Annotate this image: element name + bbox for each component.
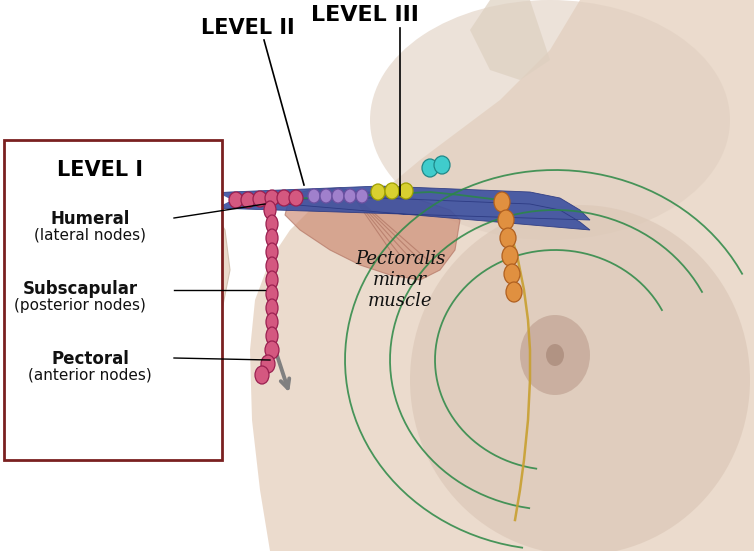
Ellipse shape xyxy=(422,159,438,177)
Ellipse shape xyxy=(410,205,750,551)
Text: Pectoral: Pectoral xyxy=(51,350,129,368)
Ellipse shape xyxy=(494,192,510,212)
Ellipse shape xyxy=(500,228,516,248)
Polygon shape xyxy=(470,0,550,80)
Ellipse shape xyxy=(265,190,279,206)
Ellipse shape xyxy=(264,201,276,219)
Ellipse shape xyxy=(546,344,564,366)
Ellipse shape xyxy=(266,257,278,275)
Ellipse shape xyxy=(520,315,590,395)
Text: (anterior nodes): (anterior nodes) xyxy=(28,368,152,383)
Polygon shape xyxy=(180,0,754,551)
Text: (posterior nodes): (posterior nodes) xyxy=(14,298,146,313)
Ellipse shape xyxy=(385,183,399,199)
Ellipse shape xyxy=(332,189,344,203)
Ellipse shape xyxy=(320,189,332,203)
Ellipse shape xyxy=(266,327,278,345)
Ellipse shape xyxy=(289,190,303,206)
Polygon shape xyxy=(130,200,230,380)
Ellipse shape xyxy=(229,192,243,208)
Text: Subscapular: Subscapular xyxy=(23,280,137,298)
Text: Humeral: Humeral xyxy=(51,210,130,228)
Ellipse shape xyxy=(434,156,450,174)
Ellipse shape xyxy=(266,229,278,247)
Ellipse shape xyxy=(266,271,278,289)
Ellipse shape xyxy=(261,355,275,373)
Ellipse shape xyxy=(308,189,320,203)
Text: LEVEL II: LEVEL II xyxy=(201,18,295,38)
Polygon shape xyxy=(285,188,460,280)
Ellipse shape xyxy=(255,366,269,384)
Ellipse shape xyxy=(356,189,368,203)
Ellipse shape xyxy=(399,183,413,199)
Ellipse shape xyxy=(504,264,520,284)
Ellipse shape xyxy=(498,210,514,230)
Ellipse shape xyxy=(506,282,522,302)
Polygon shape xyxy=(180,186,590,230)
Ellipse shape xyxy=(253,191,267,207)
Ellipse shape xyxy=(371,184,385,200)
Ellipse shape xyxy=(277,190,291,206)
Text: Pectoralis
minor
muscle: Pectoralis minor muscle xyxy=(355,250,445,310)
Bar xyxy=(4,140,222,460)
Ellipse shape xyxy=(265,341,279,359)
Text: LEVEL III: LEVEL III xyxy=(311,5,419,25)
Text: LEVEL I: LEVEL I xyxy=(57,160,143,180)
Ellipse shape xyxy=(266,313,278,331)
Ellipse shape xyxy=(344,189,356,203)
Ellipse shape xyxy=(266,285,278,303)
Ellipse shape xyxy=(502,246,518,266)
Ellipse shape xyxy=(266,215,278,233)
Ellipse shape xyxy=(241,192,255,208)
Ellipse shape xyxy=(266,243,278,261)
Ellipse shape xyxy=(266,299,278,317)
Text: (lateral nodes): (lateral nodes) xyxy=(34,228,146,243)
Ellipse shape xyxy=(370,0,730,240)
